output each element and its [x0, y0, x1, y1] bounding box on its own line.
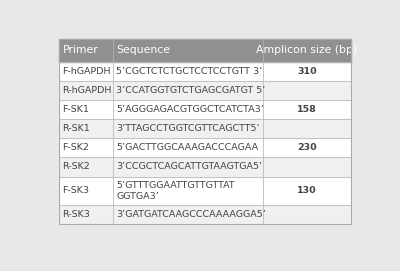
Text: F-SK2: F-SK2 — [62, 143, 89, 152]
Bar — [59, 81, 351, 100]
Text: R-SK2: R-SK2 — [62, 162, 90, 172]
Text: R-hGAPDH: R-hGAPDH — [62, 86, 112, 95]
Bar — [59, 119, 351, 138]
Text: 3’GATGATCAAGCCCAAAAGGA5’: 3’GATGATCAAGCCCAAAAGGA5’ — [116, 211, 266, 220]
Text: 5’CGCTCTCTGCTCCTCCTGTT 3’: 5’CGCTCTCTGCTCCTCCTGTT 3’ — [116, 67, 262, 76]
Text: 3’TTAGCCTGGTCGTTCAGCTT5’: 3’TTAGCCTGGTCGTTCAGCTT5’ — [116, 124, 260, 133]
Text: F-hGAPDH: F-hGAPDH — [62, 67, 111, 76]
Text: F-SK3: F-SK3 — [62, 186, 90, 195]
Text: 3’CCATGGTGTCTGAGCGATGT 5’: 3’CCATGGTGTCTGAGCGATGT 5’ — [116, 86, 266, 95]
Text: R-SK1: R-SK1 — [62, 124, 90, 133]
Bar — [59, 39, 351, 224]
Text: 158: 158 — [297, 105, 317, 114]
Text: Primer: Primer — [62, 45, 98, 55]
Bar — [59, 39, 351, 62]
Text: Sequence: Sequence — [116, 45, 170, 55]
Text: 230: 230 — [297, 143, 317, 152]
Bar — [59, 205, 351, 224]
Bar — [59, 157, 351, 176]
Text: 310: 310 — [297, 67, 317, 76]
Text: Amplicon size (bp): Amplicon size (bp) — [256, 45, 358, 55]
Text: 3’CCGCTCAGCATTGTAAGTGA5’: 3’CCGCTCAGCATTGTAAGTGA5’ — [116, 162, 262, 172]
Text: 5’GACTTGGCAAAGACCCAGAA: 5’GACTTGGCAAAGACCCAGAA — [116, 143, 258, 152]
Text: 5’GTTTGGAATTGTTGTTAT
GGTGA3’: 5’GTTTGGAATTGTTGTTAT GGTGA3’ — [116, 181, 235, 201]
Text: R-SK3: R-SK3 — [62, 211, 90, 220]
Text: F-SK1: F-SK1 — [62, 105, 89, 114]
Text: 5’AGGGAGACGTGGCTCATCTA3’: 5’AGGGAGACGTGGCTCATCTA3’ — [116, 105, 264, 114]
Text: 130: 130 — [297, 186, 317, 195]
Bar — [59, 39, 351, 224]
